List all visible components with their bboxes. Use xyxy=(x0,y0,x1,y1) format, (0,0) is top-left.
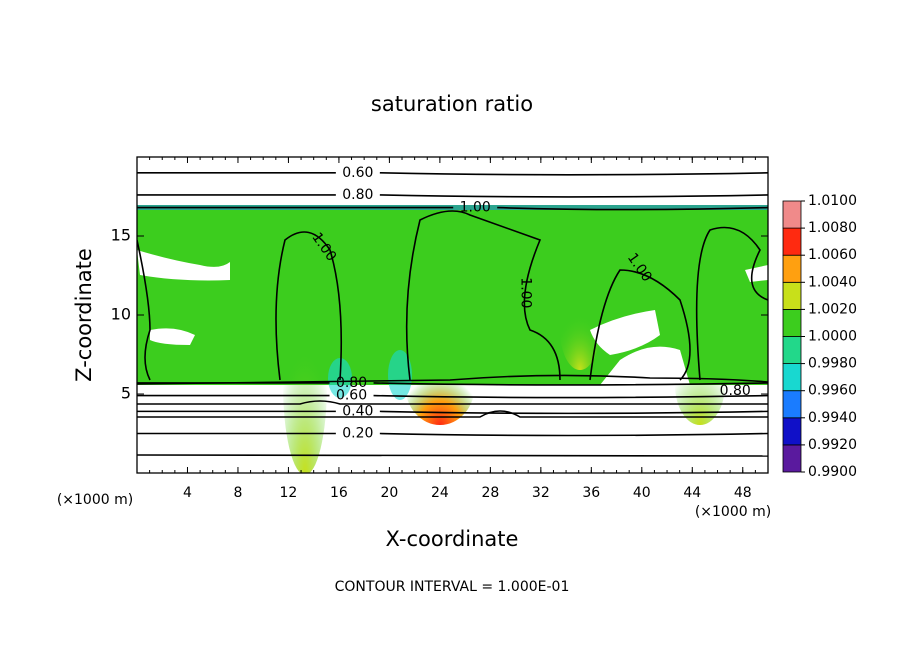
x-tick-label: 48 xyxy=(734,485,752,501)
x-unit-right: (×1000 m) xyxy=(695,504,771,520)
colorbar-swatch xyxy=(782,363,802,392)
contour-label: 0.20 xyxy=(342,426,373,442)
contour-line xyxy=(137,432,769,437)
x-axis-label: X-coordinate xyxy=(386,527,519,551)
x-tick-label: 16 xyxy=(330,485,348,501)
contour-label: 0.80 xyxy=(342,187,373,203)
x-unit-left: (×1000 m) xyxy=(57,492,133,508)
x-tick-label: 20 xyxy=(380,485,398,501)
contour-label: 0.80 xyxy=(720,383,751,399)
colorbar-swatch xyxy=(782,281,802,310)
colorbar-label: 0.9980 xyxy=(808,356,857,372)
y-tick-label: 5 xyxy=(121,384,131,403)
contour-label: 0.40 xyxy=(342,403,373,419)
contour-line xyxy=(137,172,769,176)
colorbar-swatch xyxy=(782,336,802,365)
colorbar-label: 1.0040 xyxy=(808,274,857,290)
colorbar-label: 1.0000 xyxy=(808,329,857,345)
x-tick-label: 12 xyxy=(280,485,298,501)
x-tick-label: 4 xyxy=(183,485,192,501)
y-axis-label: Z-coordinate xyxy=(72,248,96,382)
x-tick-label: 32 xyxy=(532,485,550,501)
contour-label: 1.00 xyxy=(460,200,491,216)
colorbar-swatch xyxy=(782,417,802,446)
colorbar-swatch xyxy=(782,444,802,473)
x-tick-label: 8 xyxy=(233,485,242,501)
x-tick-label: 44 xyxy=(683,485,701,501)
colorbar-label: 1.0100 xyxy=(808,193,857,209)
colorbar-swatch xyxy=(782,390,802,419)
x-tick-label: 36 xyxy=(582,485,600,501)
colorbar-label: 1.0080 xyxy=(808,220,857,236)
contour-line xyxy=(137,194,769,198)
colorbar-swatch xyxy=(782,254,802,283)
colorbar-label: 1.0060 xyxy=(808,247,857,263)
contour-line xyxy=(137,394,769,399)
chart-title: saturation ratio xyxy=(371,92,533,116)
colorbar-label: 0.9900 xyxy=(808,464,857,480)
contour-label: 0.80 xyxy=(336,375,367,391)
field xyxy=(137,205,768,473)
footer: CONTOUR INTERVAL = 1.000E-01 xyxy=(335,579,570,595)
contour-decor xyxy=(137,210,768,457)
x-tick-label: 24 xyxy=(431,485,449,501)
contour-line xyxy=(137,382,769,386)
colorbar-swatch xyxy=(782,200,802,229)
contour-line xyxy=(137,410,769,415)
contour-label: 0.60 xyxy=(342,165,373,181)
y-tick-label: 10 xyxy=(111,305,131,324)
colorbar-swatch xyxy=(782,308,802,337)
contour-label: 1.00 xyxy=(518,277,534,308)
x-tick-label: 28 xyxy=(481,485,499,501)
colorbar-label: 0.9920 xyxy=(808,437,857,453)
colorbar-label: 0.9960 xyxy=(808,383,857,399)
y-tick-label: 15 xyxy=(111,226,131,245)
colorbar-label: 1.0020 xyxy=(808,301,857,317)
colorbar-swatch xyxy=(782,227,802,256)
contour-line xyxy=(137,206,769,211)
colorbar-label: 0.9940 xyxy=(808,410,857,426)
x-tick-label: 40 xyxy=(633,485,651,501)
contour-label: 0.60 xyxy=(336,388,367,404)
